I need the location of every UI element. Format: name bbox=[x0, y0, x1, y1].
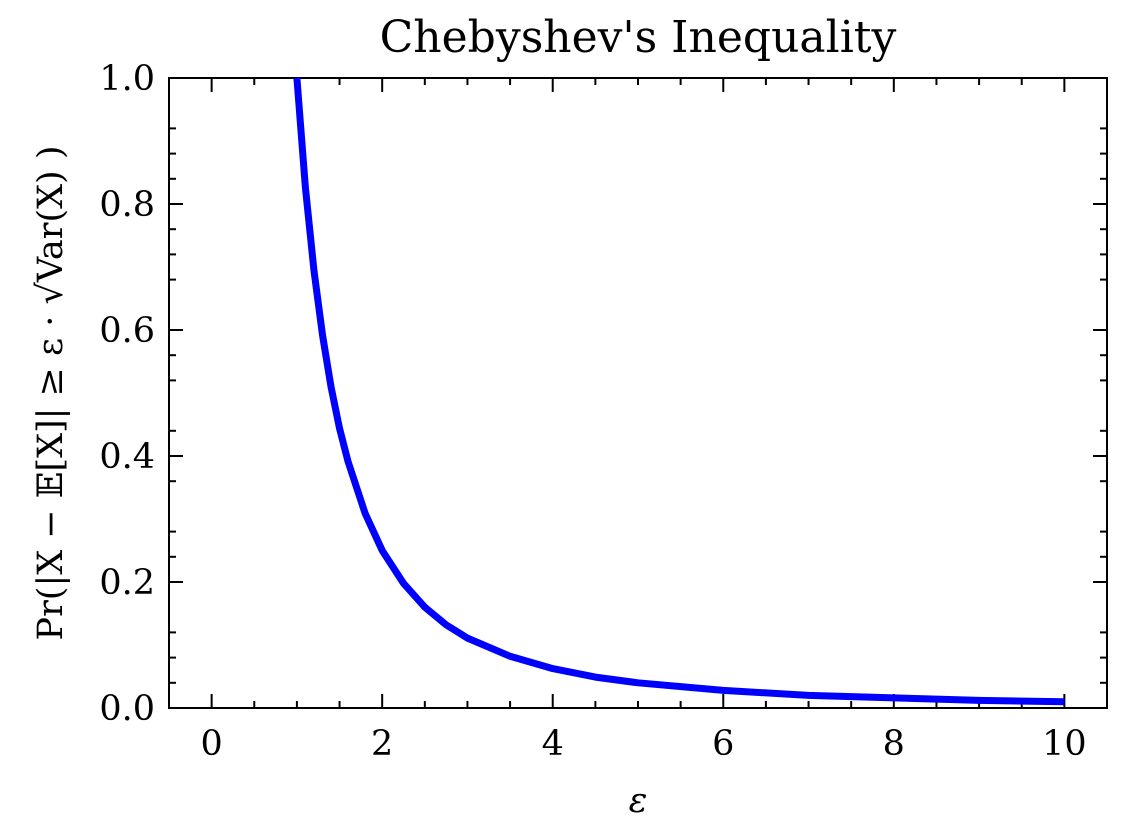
x-tick-label: 4 bbox=[542, 724, 564, 764]
x-tick-label: 6 bbox=[712, 724, 734, 764]
y-tick-label: 1.0 bbox=[99, 59, 155, 99]
y-tick-label: 0.8 bbox=[99, 185, 155, 225]
x-axis-label: ε bbox=[629, 781, 648, 821]
x-tick-label: 8 bbox=[883, 724, 905, 764]
x-tick-label: 0 bbox=[200, 724, 222, 764]
y-tick-label: 0.6 bbox=[99, 311, 155, 351]
y-tick-label: 0.0 bbox=[99, 689, 155, 729]
y-tick-label: 0.4 bbox=[99, 437, 155, 477]
tick-labels: 0 2 4 6 8 10 0.0 0.2 0.4 0.6 0.8 1.0 bbox=[99, 59, 1086, 764]
x-tick-label: 2 bbox=[371, 724, 393, 764]
y-tick-label: 0.2 bbox=[99, 563, 155, 603]
tick-marks bbox=[168, 77, 1108, 709]
plot-frame bbox=[168, 77, 1108, 709]
y-axis-label: Pr(|X − 𝔼[X]| ≥ ε · √Var(X) ) bbox=[31, 146, 71, 641]
series-line bbox=[293, 77, 1065, 706]
x-tick-label: 10 bbox=[1042, 724, 1087, 764]
chart-title: Chebyshev's Inequality bbox=[380, 12, 897, 63]
